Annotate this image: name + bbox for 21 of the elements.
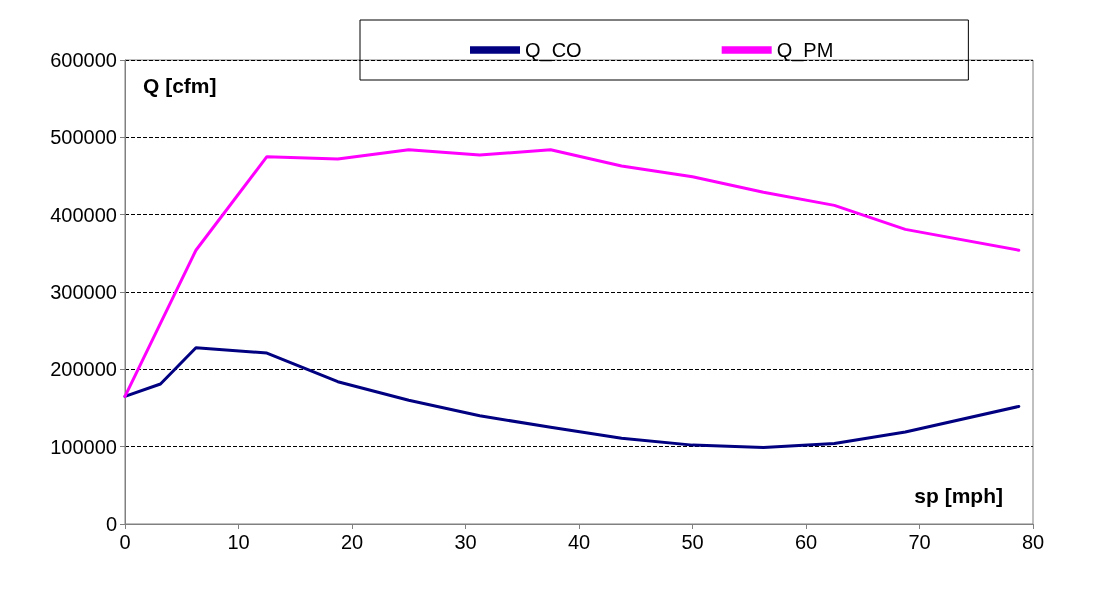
x-tick-label: 20 xyxy=(340,531,364,553)
x-tick-label: 30 xyxy=(454,531,477,553)
x-axis-title: sp [mph] xyxy=(914,484,1003,507)
legend-label: Q_PM xyxy=(776,39,834,62)
legend-label: Q_CO xyxy=(525,39,582,62)
y-axis-title: Q [cfm] xyxy=(143,74,217,97)
y-tick-label: 500000 xyxy=(50,126,117,149)
y-tick-label: 100000 xyxy=(50,435,117,458)
y-tick-label: 300000 xyxy=(50,281,117,303)
x-tick-label: 70 xyxy=(908,531,931,553)
y-tick-label: 400000 xyxy=(50,203,117,226)
x-tick-label: 0 xyxy=(119,531,131,553)
x-tick-label: 50 xyxy=(681,531,704,553)
x-tick-label: 10 xyxy=(227,531,250,553)
line-series xyxy=(123,148,1021,398)
x-tick-label: 40 xyxy=(567,531,591,553)
x-tick-label: 60 xyxy=(794,531,818,553)
y-tick-label: 600000 xyxy=(50,49,117,71)
y-tick-label: 200000 xyxy=(50,358,117,381)
y-tick-label: 0 xyxy=(105,513,117,535)
x-tick-label: 80 xyxy=(1021,531,1045,553)
